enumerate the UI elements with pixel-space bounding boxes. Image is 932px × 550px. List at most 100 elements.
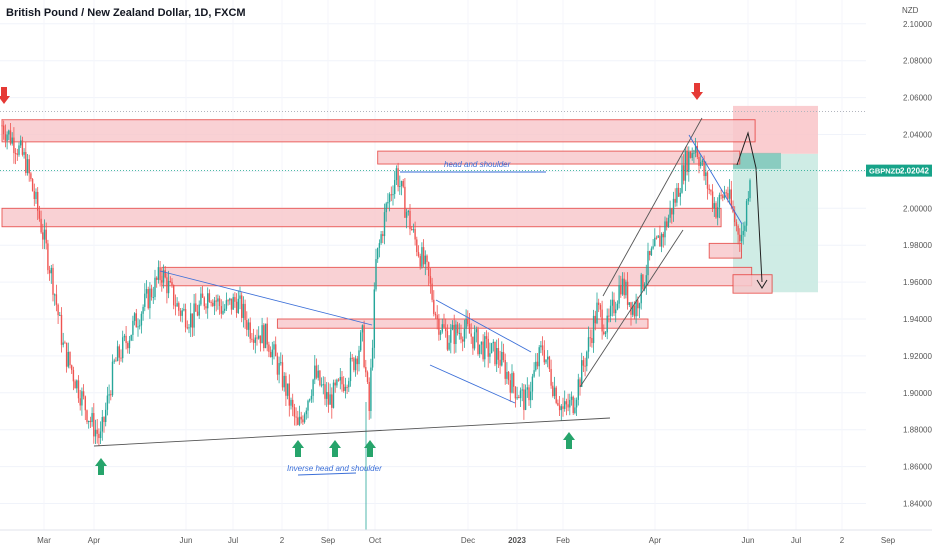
candle-body (493, 342, 494, 343)
candle-body (386, 203, 387, 212)
candle-body (362, 325, 363, 332)
candle-body (625, 282, 626, 295)
candle-body (358, 350, 359, 364)
candle-body (51, 268, 52, 273)
candle-body (3, 126, 4, 135)
x-tick-label: 2023 (508, 536, 526, 545)
candle-body (59, 315, 60, 316)
candle-body (40, 219, 41, 233)
candle-body (406, 212, 407, 218)
candle-body (199, 305, 200, 316)
candle-body (68, 352, 69, 367)
candle-body (5, 134, 6, 141)
candle-body (219, 298, 220, 306)
x-tick-label: Apr (88, 536, 101, 545)
candle-body (302, 419, 303, 422)
candle-body (469, 324, 470, 334)
candle-body (119, 346, 120, 357)
candle-body (122, 337, 123, 358)
candle-body (516, 397, 517, 398)
candle-body (304, 414, 305, 422)
rising-channel-lower (580, 230, 683, 387)
y-tick-label: 2.10000 (903, 20, 932, 29)
candle-body (399, 186, 400, 187)
candle-body (431, 284, 432, 300)
candle-body (323, 384, 324, 385)
candle-body (132, 321, 133, 335)
candle-body (705, 172, 706, 176)
x-tick-label: Jun (180, 536, 193, 545)
current-symbol-label: GBPNZD (869, 167, 901, 176)
candle-body (23, 152, 24, 155)
candle-body (52, 268, 53, 295)
candle-body (246, 320, 247, 330)
candle-body (629, 302, 630, 305)
candle-body (652, 246, 653, 248)
candle-body (505, 360, 506, 379)
candle-body (438, 319, 439, 335)
candle-body (227, 300, 228, 301)
candle-body (379, 243, 380, 248)
candle-body (209, 293, 210, 302)
candle-body (642, 275, 643, 289)
candle-body (618, 285, 619, 304)
candle-body (547, 357, 548, 360)
candle-body (671, 209, 672, 215)
candle-body (539, 347, 540, 366)
candle-body (294, 407, 295, 416)
candle-body (224, 309, 225, 311)
candle-body (71, 365, 72, 370)
candle-body (598, 303, 599, 305)
candle-body (6, 134, 7, 140)
candle-body (214, 301, 215, 306)
channel-lower-line (430, 365, 515, 403)
candle-body (30, 173, 31, 179)
candle-body (678, 188, 679, 197)
x-tick-label: Apr (649, 536, 662, 545)
candle-body (676, 188, 677, 203)
candle-body (661, 234, 662, 247)
candle-body (737, 226, 738, 235)
candle-body (144, 294, 145, 307)
candle-body (423, 247, 424, 264)
candle-body (200, 294, 201, 305)
candle-body (426, 256, 427, 262)
price-zone (709, 243, 741, 258)
candle-body (622, 279, 623, 295)
candle-body (703, 160, 704, 176)
candle-body (272, 350, 273, 358)
candle-body (403, 181, 404, 187)
candle-body (17, 154, 18, 155)
candle-body (573, 397, 574, 413)
candle-body (651, 249, 652, 256)
candle-body (442, 324, 443, 331)
candle-body (331, 394, 332, 407)
candle-body (204, 298, 205, 307)
candle-body (486, 336, 487, 339)
candle-body (639, 303, 640, 308)
candle-body (329, 394, 330, 404)
candle-body (685, 151, 686, 181)
candle-body (187, 327, 188, 328)
candle-body (236, 302, 237, 313)
candle-body (107, 396, 108, 410)
candle-body (210, 302, 211, 303)
candle-body (328, 392, 329, 405)
candle-body (251, 339, 252, 340)
candle-body (675, 199, 676, 203)
candle-body (81, 391, 82, 405)
candle-body (103, 417, 104, 422)
candle-body (229, 299, 230, 301)
candle-body (340, 377, 341, 380)
candle-body (318, 371, 319, 378)
candle-body (617, 304, 618, 310)
candle-body (443, 324, 444, 327)
candle-body (34, 191, 35, 199)
candle-body (535, 362, 536, 370)
candle-body (360, 332, 361, 350)
candle-body (608, 316, 609, 317)
candle-body (256, 338, 257, 339)
candle-body (151, 289, 152, 297)
candle-body (80, 398, 81, 405)
